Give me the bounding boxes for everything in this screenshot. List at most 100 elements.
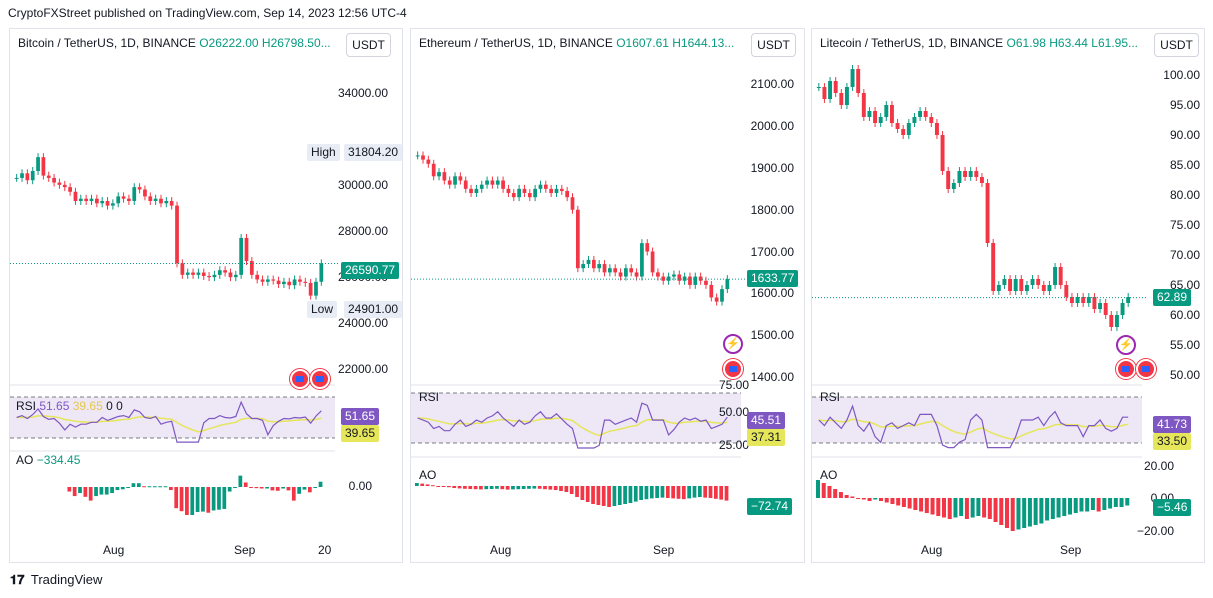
ao-bar bbox=[644, 486, 649, 500]
candle-body bbox=[175, 205, 179, 264]
rsi-ma-line bbox=[16, 415, 322, 433]
ao-bar bbox=[163, 486, 168, 488]
rsi-legend: RSI 51.65 39.65 0 0 bbox=[16, 399, 123, 413]
ao-bar bbox=[185, 487, 189, 515]
ao-bar bbox=[195, 487, 200, 512]
candle-body bbox=[1114, 315, 1119, 327]
us-flag-icon[interactable] bbox=[310, 369, 330, 389]
candle-body bbox=[725, 279, 730, 290]
ao-legend: AO bbox=[820, 468, 838, 482]
rsi-band bbox=[812, 397, 1142, 443]
candle-body bbox=[666, 276, 671, 281]
ao-bar bbox=[633, 486, 638, 502]
ao-bar bbox=[564, 486, 569, 492]
ao-bar bbox=[1045, 498, 1050, 521]
candle-body bbox=[164, 201, 169, 204]
high-value: H1644.13... bbox=[672, 36, 735, 50]
candle-body bbox=[78, 198, 83, 201]
candle-body bbox=[575, 209, 580, 269]
candle-body bbox=[303, 281, 308, 283]
lightning-icon[interactable]: ⚡ bbox=[723, 334, 743, 354]
ao-bar bbox=[479, 486, 483, 490]
ao-bar bbox=[1113, 498, 1118, 507]
ao-bar bbox=[516, 486, 521, 490]
ao-bar bbox=[484, 486, 489, 490]
ao-bar bbox=[447, 486, 451, 488]
candle-body bbox=[314, 281, 318, 296]
ao-bar bbox=[907, 498, 912, 509]
candle-body bbox=[946, 171, 951, 189]
litecoin-chart-canvas[interactable] bbox=[812, 29, 1205, 563]
price-axis-tick: 1700.00 bbox=[750, 244, 794, 259]
ethereum-chart-canvas[interactable] bbox=[411, 29, 805, 563]
ao-bar bbox=[703, 486, 708, 498]
ao-bar bbox=[585, 486, 590, 502]
candle-body bbox=[591, 259, 596, 269]
rsi-tag: 45.51 bbox=[747, 412, 786, 429]
price-axis-tick: 60.00 bbox=[1169, 308, 1200, 322]
bitcoin-chart-canvas[interactable] bbox=[10, 29, 403, 563]
candle-body bbox=[565, 190, 570, 198]
price-axis-tick: 65.00 bbox=[1169, 278, 1200, 292]
high-label: High bbox=[307, 144, 340, 161]
candle-body bbox=[180, 263, 185, 275]
ao-bar bbox=[415, 483, 419, 486]
ao-bar bbox=[821, 483, 826, 498]
ao-bar bbox=[521, 486, 526, 489]
us-flag-icon[interactable] bbox=[1116, 359, 1136, 379]
candle-body bbox=[543, 184, 548, 189]
ao-bar bbox=[126, 487, 130, 488]
candle-body bbox=[968, 171, 973, 177]
bitcoin-chart-panel[interactable]: Bitcoin / TetherUS, 1D, BINANCE O26222.0… bbox=[9, 28, 403, 563]
us-flag-icon[interactable] bbox=[290, 369, 310, 389]
ao-bar bbox=[254, 487, 259, 489]
ao-bar bbox=[425, 484, 430, 486]
candle-body bbox=[714, 297, 719, 302]
candle-body bbox=[645, 243, 650, 252]
candle-body bbox=[506, 188, 511, 194]
litecoin-chart-panel[interactable]: Litecoin / TetherUS, 1D, BINANCE O61.98 … bbox=[811, 28, 1205, 563]
ao-bar bbox=[692, 486, 697, 498]
rsi-lower-value: 0 bbox=[116, 399, 123, 413]
candle-body bbox=[292, 279, 297, 286]
ao-bar bbox=[919, 498, 924, 512]
ao-axis-tick: 20.00 bbox=[1143, 459, 1174, 473]
ao-bar bbox=[901, 498, 906, 507]
ao-bar bbox=[211, 487, 216, 511]
us-flag-icon[interactable] bbox=[723, 359, 743, 379]
ao-bar bbox=[1125, 498, 1130, 506]
tradingview-logo-text: TradingView bbox=[30, 572, 103, 587]
rsi-ma-tag: 37.31 bbox=[747, 429, 786, 446]
currency-button[interactable]: USDT bbox=[346, 33, 391, 57]
rsi-tag: 51.65 bbox=[341, 408, 380, 425]
price-axis-tick: 80.00 bbox=[1169, 188, 1200, 202]
ao-bar bbox=[879, 498, 884, 501]
candle-body bbox=[1024, 285, 1029, 291]
candle-body bbox=[36, 157, 40, 171]
lightning-icon[interactable]: ⚡ bbox=[1116, 335, 1136, 355]
us-flag-icon[interactable] bbox=[1136, 359, 1156, 379]
ao-bar bbox=[83, 487, 88, 497]
ethereum-chart-panel[interactable]: Ethereum / TetherUS, 1D, BINANCE O1607.6… bbox=[410, 28, 805, 563]
currency-button[interactable]: USDT bbox=[1154, 33, 1199, 57]
ao-bar bbox=[318, 481, 323, 487]
ao-bar bbox=[136, 483, 141, 487]
rsi-line bbox=[16, 400, 322, 443]
ao-bar bbox=[655, 486, 659, 498]
ao-bar bbox=[158, 486, 163, 488]
ao-bar bbox=[596, 486, 601, 505]
ao-bar bbox=[1073, 498, 1078, 513]
chart-title: Bitcoin / TetherUS, 1D, BINANCE O26222.0… bbox=[18, 36, 331, 50]
candle-body bbox=[906, 123, 911, 135]
candle-body bbox=[884, 105, 889, 117]
currency-button[interactable]: USDT bbox=[751, 33, 796, 57]
rsi-ma-line bbox=[818, 418, 1129, 440]
tradingview-footer[interactable]: 𝟏𝟕 TradingView bbox=[10, 572, 102, 588]
ao-bar bbox=[671, 486, 676, 499]
candle-body bbox=[501, 180, 505, 189]
candle-body bbox=[490, 180, 495, 185]
candle-body bbox=[640, 243, 644, 277]
ao-bar bbox=[222, 487, 227, 509]
ao-bar bbox=[190, 487, 195, 515]
price-axis-tick: 55.00 bbox=[1169, 338, 1200, 352]
